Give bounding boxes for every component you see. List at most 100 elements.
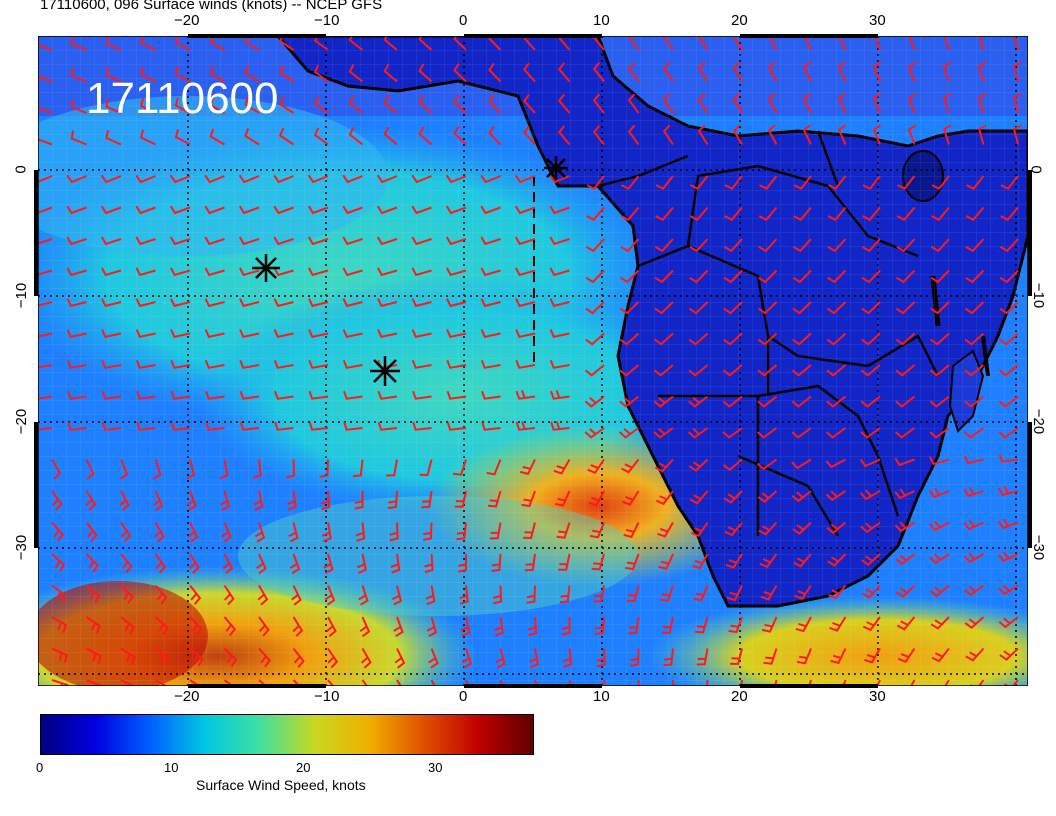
wind-barb <box>377 421 398 431</box>
wind-barb <box>584 364 605 377</box>
wind-barb <box>929 553 950 565</box>
wind-barb <box>515 267 536 277</box>
wind-barb <box>688 395 709 408</box>
wind-barb <box>514 205 536 215</box>
wind-barb <box>725 553 743 569</box>
wind-barb <box>929 427 950 439</box>
wind-barb <box>154 522 165 543</box>
wind-barb <box>724 206 743 222</box>
wind-barb <box>792 332 812 346</box>
wind-barb <box>722 427 743 439</box>
wind-barb <box>655 490 674 506</box>
wind-barb <box>389 522 399 542</box>
wind-barb <box>453 94 467 114</box>
wind-barb <box>515 329 536 338</box>
wind-barb <box>170 329 191 338</box>
wind-barb <box>239 267 260 277</box>
wind-barb <box>419 459 433 477</box>
colorbar-tick: 20 <box>296 760 311 775</box>
wind-barb <box>693 585 709 602</box>
wind-barb <box>826 395 847 408</box>
wind-barb <box>170 298 191 308</box>
wind-barb <box>1013 36 1019 51</box>
wind-barb <box>313 64 329 83</box>
wind-barb <box>838 36 847 51</box>
wind-barb <box>488 62 502 83</box>
lat-tick-left: −10 <box>13 282 31 309</box>
wind-barb <box>307 205 329 215</box>
wind-barb <box>561 617 571 636</box>
wind-barb <box>51 490 63 511</box>
wind-barb <box>929 395 950 408</box>
wind-barb <box>480 236 501 246</box>
wind-barb <box>557 93 571 114</box>
wind-barb <box>396 679 402 686</box>
wind-barb <box>383 63 398 83</box>
wind-barb <box>894 488 915 500</box>
wind-barb <box>342 329 363 338</box>
wind-barb <box>732 124 743 145</box>
wind-barb <box>761 616 778 633</box>
wind-barb <box>313 95 329 114</box>
wind-barb <box>860 489 881 501</box>
wind-barb <box>361 648 372 669</box>
lat-tick-left: 0 <box>12 165 30 174</box>
wind-barb <box>697 93 709 114</box>
wind-barb <box>136 421 156 431</box>
wind-barb <box>896 616 916 631</box>
wind-barb <box>51 553 66 573</box>
wind-barb <box>861 584 881 599</box>
wind-barb <box>908 36 916 51</box>
wind-barb <box>355 522 366 542</box>
wind-barb <box>452 459 467 476</box>
wind-barb <box>654 238 674 253</box>
wind-barb <box>101 329 122 338</box>
wind-barb <box>791 364 812 377</box>
wind-barb <box>453 126 467 146</box>
wind-barb <box>697 124 709 146</box>
wind-barb <box>287 490 297 511</box>
wind-barb <box>964 364 985 377</box>
wind-barb <box>51 584 67 603</box>
wind-barb <box>456 522 467 541</box>
wind-barb <box>308 359 329 369</box>
wind-barb <box>589 522 605 539</box>
wind-barb <box>343 390 363 400</box>
wind-barb <box>653 427 674 439</box>
wind-barb <box>376 205 398 215</box>
wind-barb <box>120 521 132 543</box>
wind-barb <box>136 390 156 400</box>
wind-barb <box>278 127 295 146</box>
wind-barb <box>1012 124 1022 145</box>
wind-barb <box>187 522 199 543</box>
wind-barb <box>966 175 985 190</box>
wind-barb <box>359 616 371 638</box>
wind-barb <box>239 421 260 431</box>
wind-barb <box>688 332 709 346</box>
wind-barb <box>278 96 295 114</box>
wind-barb <box>732 61 743 82</box>
wind-barb <box>963 584 985 597</box>
wind-barb <box>119 490 130 511</box>
wind-barb <box>273 205 294 215</box>
wind-barb <box>480 174 501 184</box>
wind-barb <box>135 236 156 246</box>
wind-barb <box>189 679 201 686</box>
wind-barb <box>861 553 881 566</box>
wind-barb <box>51 647 68 664</box>
wind-barb <box>622 490 640 506</box>
wind-barb <box>524 553 536 572</box>
wind-barb <box>289 553 301 575</box>
lon-tick-top: −20 <box>174 12 200 29</box>
wind-barb <box>424 553 434 574</box>
wind-barb <box>85 490 97 511</box>
wind-barb <box>930 238 950 253</box>
wind-barb <box>223 679 234 686</box>
wind-barb <box>757 301 778 315</box>
wind-barb <box>759 175 778 190</box>
wind-barb <box>964 332 985 346</box>
wind-barb <box>860 395 881 408</box>
wind-barb <box>445 236 467 246</box>
wind-barb <box>307 174 329 184</box>
wind-barb <box>895 553 916 566</box>
